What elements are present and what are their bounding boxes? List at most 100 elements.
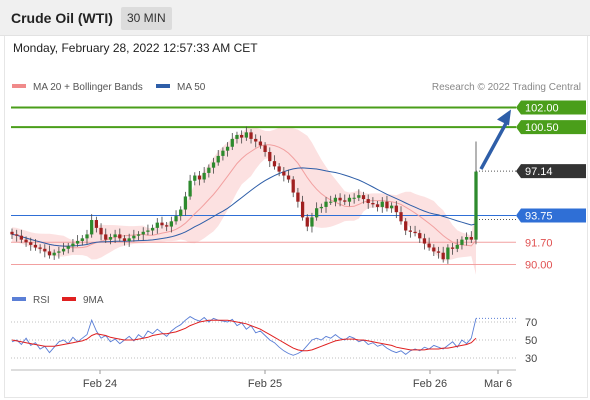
candle-body [277, 166, 281, 172]
candle-body [235, 134, 239, 139]
rsi-tick-30: 30 [525, 353, 537, 365]
level-label-100-50-tag [516, 120, 586, 135]
bollinger-band-area [12, 126, 476, 275]
candle-body [329, 201, 333, 203]
candle-body [188, 180, 192, 197]
level-label-93-75: 93.75 [525, 210, 553, 222]
candle-body [361, 195, 366, 200]
candle-body [282, 171, 286, 176]
legend-swatch [12, 84, 26, 88]
candle-body [197, 175, 202, 180]
level-label-91-70: 91.70 [525, 237, 553, 249]
x-tick-label: Feb 25 [248, 378, 282, 390]
candle-body [150, 227, 155, 231]
candle-body [19, 235, 24, 240]
candle-body [216, 155, 220, 163]
candle-body [427, 243, 431, 248]
candle-body [268, 151, 272, 162]
bollinger-bands [12, 126, 476, 275]
candle-body [389, 205, 394, 209]
level-label-97-14-tag [516, 164, 586, 179]
candle-body [52, 252, 56, 256]
candle-body [75, 240, 80, 244]
legend-swatch [156, 84, 170, 88]
candle-body [324, 201, 328, 207]
forecast-arrow [479, 109, 511, 170]
candle-body [141, 231, 145, 235]
chart-header: Crude Oil (WTI) 30 MIN [0, 0, 590, 36]
level-label-102-00: 102.00 [525, 103, 559, 115]
rsi-panel: RSI 9MA 70 50 30 [11, 295, 537, 365]
candle-body [244, 132, 248, 138]
candle-body [15, 234, 19, 236]
candle-body [99, 227, 103, 235]
candle-body [183, 196, 188, 210]
candle-body [422, 238, 427, 244]
candle-body [165, 225, 169, 227]
candle-body [132, 235, 136, 239]
candle-body [291, 179, 295, 193]
candle-body [155, 222, 159, 228]
timestamp: Monday, February 28, 2022 12:57:33 AM CE… [13, 41, 258, 55]
level-labels: 102.00 100.50 97.14 93.75 91.70 90.00 [516, 100, 586, 272]
candle-body [450, 247, 455, 249]
candle-body [57, 251, 61, 253]
candle-body [310, 217, 314, 227]
candle-body [432, 247, 436, 252]
candle-body [455, 244, 459, 249]
candlesticks [10, 126, 478, 264]
candle-body [38, 247, 42, 249]
candle-body [352, 197, 356, 199]
candle-body [385, 201, 389, 209]
timeframe-badge[interactable]: 30 MIN [121, 7, 172, 30]
candle-body [94, 220, 99, 228]
candle-body [10, 231, 14, 235]
candle-body [61, 248, 66, 252]
candle-body [240, 134, 244, 138]
candle-body [193, 175, 197, 181]
candle-body [436, 251, 441, 253]
candle-body [319, 206, 323, 209]
arrow-head [497, 109, 511, 126]
candle-body [225, 146, 230, 151]
candle-body [464, 237, 469, 240]
candle-body [127, 238, 131, 241]
level-label-97-14: 97.14 [525, 166, 553, 178]
candle-body [254, 138, 258, 142]
rsi-legend-label: RSI [33, 295, 50, 306]
candle-body [366, 199, 370, 204]
candle-body [174, 216, 178, 222]
x-axis: Feb 24 Feb 25 Feb 26 Mar 6 [11, 369, 516, 390]
rsi-tick-70: 70 [525, 317, 537, 329]
candle-body [202, 172, 206, 180]
level-label-93-75-tag [516, 208, 586, 223]
candle-body [90, 220, 94, 235]
candle-body [469, 237, 473, 240]
candle-body [118, 234, 122, 239]
candle-body [47, 251, 52, 256]
candle-body [305, 217, 309, 227]
candle-body [404, 221, 408, 231]
candle-body [300, 201, 305, 218]
legend-label: MA 50 [177, 82, 206, 93]
candle-body [413, 231, 417, 234]
candle-body [211, 162, 216, 168]
credit-text: Research © 2022 Trading Central [432, 82, 581, 93]
candle-body [446, 247, 450, 260]
candle-body [375, 204, 380, 207]
candle-body [418, 233, 422, 239]
moving-averages [11, 144, 477, 249]
candle-body [347, 197, 352, 202]
candle-body [146, 230, 150, 232]
candle-body [179, 209, 183, 217]
legend: MA 20 + Bollinger Bands MA 50 Research © 2… [12, 82, 581, 93]
candle-body [408, 230, 413, 232]
level-label-102-00-tag [516, 100, 586, 115]
candle-body [343, 200, 347, 202]
candle-body [272, 161, 277, 167]
rsi-9ma-line [11, 319, 477, 352]
candle-body [104, 234, 108, 240]
rsi-line [11, 316, 477, 356]
legend-label: MA 20 + Bollinger Bands [33, 82, 143, 93]
